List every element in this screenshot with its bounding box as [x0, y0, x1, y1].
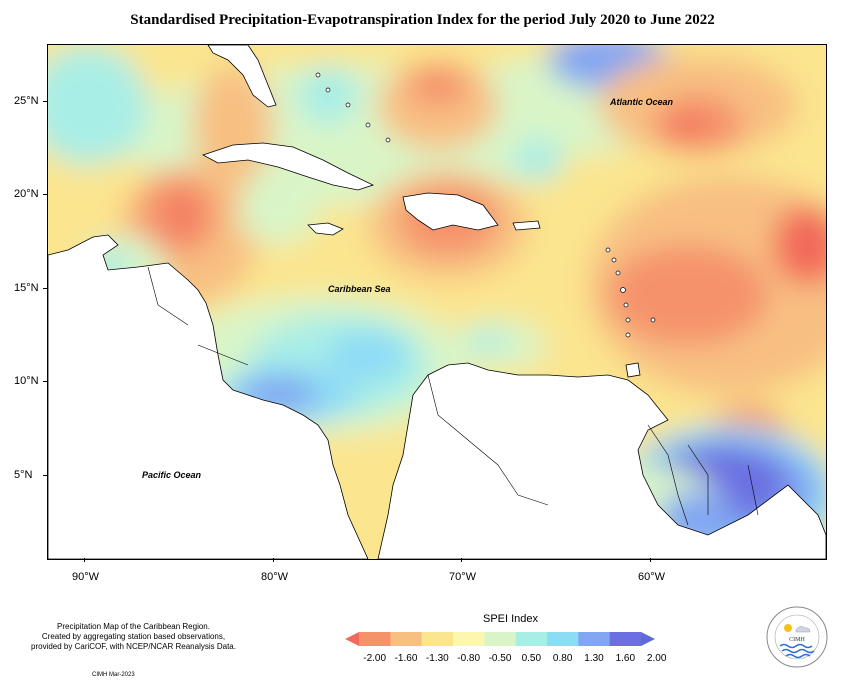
lat-label: 10°N	[14, 375, 39, 387]
lat-label: 5°N	[14, 469, 33, 481]
cimh-logo: CIMH	[766, 606, 828, 668]
legend-swatch	[390, 632, 423, 646]
spei-map-canvas	[48, 45, 826, 559]
lon-label: 60°W	[638, 571, 666, 583]
legend-swatch	[578, 632, 611, 646]
legend-swatch	[515, 632, 548, 646]
legend-title: SPEI Index	[483, 613, 539, 625]
logo-text: CIMH	[789, 637, 805, 643]
legend-value: -0.80	[457, 653, 481, 664]
legend-swatch	[609, 632, 642, 646]
lat-label: 15°N	[14, 282, 39, 294]
legend-swatch	[345, 632, 359, 646]
legend-swatch	[484, 632, 517, 646]
lat-tick	[43, 288, 47, 289]
legend-swatch	[547, 632, 579, 646]
land-masses	[48, 45, 826, 559]
legend-value: 1.30	[584, 653, 604, 664]
lat-label: 25°N	[14, 95, 39, 107]
map-title: Standardised Precipitation-Evapotranspir…	[130, 12, 715, 28]
lon-tick	[461, 558, 462, 562]
caribbean-sea-label: Caribbean Sea	[328, 284, 391, 294]
legend-colorbar	[345, 632, 655, 646]
note-line: Created by aggregating station based obs…	[41, 632, 226, 641]
lat-tick	[43, 475, 47, 476]
legend-value: 0.80	[552, 653, 573, 664]
lon-label: 90°W	[72, 571, 100, 583]
legend-value: -1.30	[425, 653, 449, 664]
atlantic-ocean-label: Atlantic Ocean	[610, 97, 674, 107]
legend-value: 2.00	[646, 653, 667, 664]
legend-swatch	[359, 632, 391, 646]
lon-tick	[273, 558, 274, 562]
legend-value: 1.60	[615, 653, 636, 664]
legend-swatch	[453, 632, 485, 646]
lon-label: 80°W	[261, 571, 289, 583]
lon-label: 70°W	[449, 571, 477, 583]
legend-swatch	[641, 632, 655, 646]
legend-value: -0.50	[488, 653, 512, 664]
lon-tick	[84, 558, 85, 562]
pacific-ocean-label: Pacific Ocean	[142, 470, 202, 480]
note-line: provided by CariCOF, with NCEP/NCAR Rean…	[31, 642, 236, 651]
lat-tick	[43, 381, 47, 382]
lat-tick	[43, 194, 47, 195]
legend-value: -2.00	[363, 653, 387, 664]
lesser-antilles	[315, 72, 656, 338]
country-borders	[147, 266, 759, 526]
legend-value: 0.50	[521, 653, 542, 664]
legend-value: -1.60	[394, 653, 418, 664]
legend-swatch	[421, 632, 454, 646]
lat-tick	[43, 101, 47, 102]
lat-label: 20°N	[14, 188, 39, 200]
credit-text: CIMH Mar-2023	[92, 672, 135, 678]
lon-tick	[650, 558, 651, 562]
spei-map[interactable]	[47, 44, 827, 560]
note-line: Precipitation Map of the Caribbean Regio…	[57, 622, 210, 631]
